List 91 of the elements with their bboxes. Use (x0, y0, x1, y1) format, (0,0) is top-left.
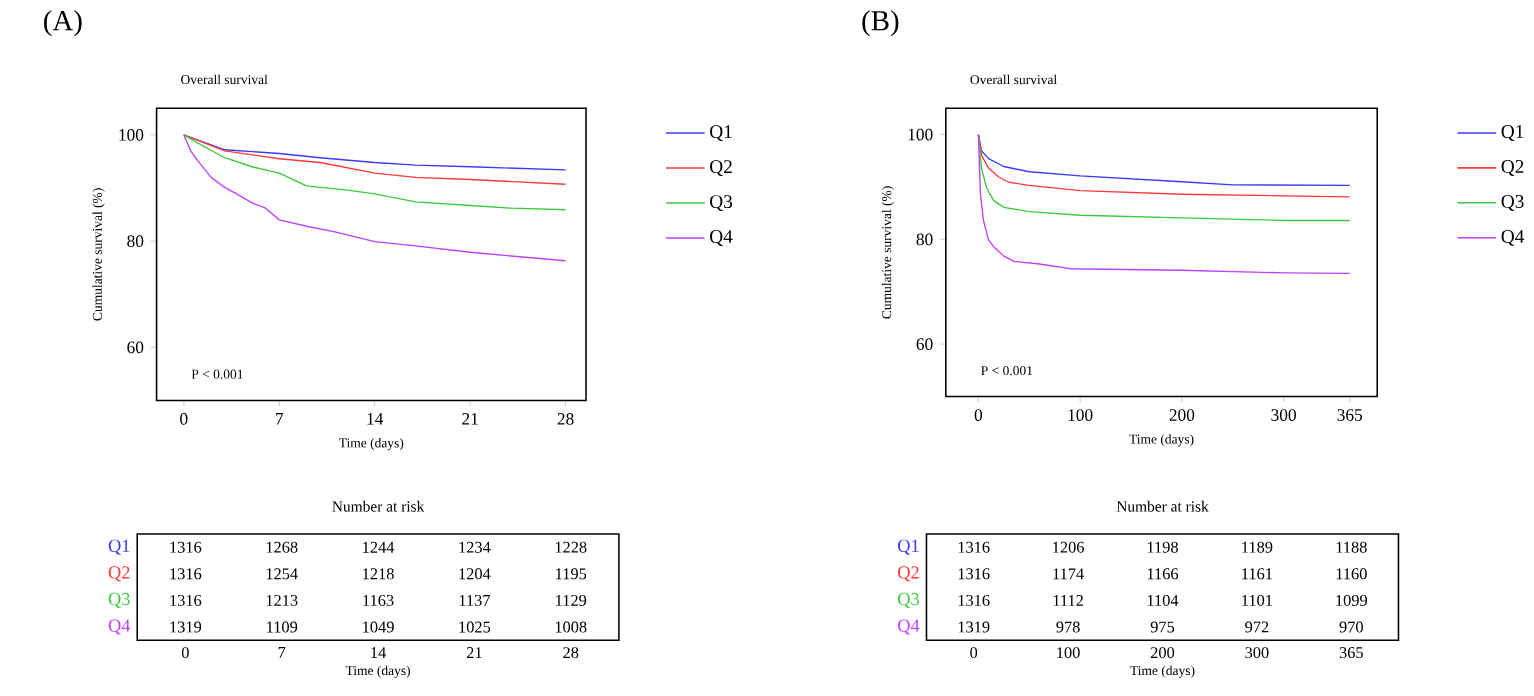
x-tick-label: 200 (1169, 408, 1195, 421)
line-series (977, 133, 1351, 186)
y-tick-label: 60 (127, 341, 144, 354)
x-tick-label: 0 (180, 412, 188, 425)
line-series (183, 134, 567, 211)
x-tick-label: 0 (974, 408, 983, 421)
data-label: 1049 (363, 621, 394, 633)
line-series (183, 134, 567, 185)
y-tick-label: Q2 (108, 566, 130, 582)
x-tick-label: 14 (367, 412, 384, 425)
legend-label: Q1 (1501, 124, 1524, 141)
text: (B) (862, 9, 899, 37)
line-series (183, 134, 567, 262)
legend-label: Q3 (1501, 194, 1524, 211)
y-tick-label: Q1 (108, 539, 130, 555)
data-label: 1112 (1053, 594, 1083, 606)
data-label: 1316 (958, 594, 990, 606)
text: (A) (44, 9, 82, 37)
data-label: 1234 (459, 541, 491, 553)
x-tick-label: 7 (278, 646, 286, 658)
data-label: 1025 (459, 621, 491, 633)
data-label: 1316 (958, 541, 990, 553)
data-label: 1008 (555, 621, 587, 633)
data-label: 1244 (363, 541, 395, 553)
x-tick-label: 365 (1339, 646, 1363, 658)
x-tick-label: 365 (1337, 408, 1363, 421)
y-tick-label: Q2 (898, 566, 919, 582)
legend-label: Q4 (710, 229, 733, 246)
y-tick-label: Q4 (108, 619, 131, 635)
line-series (977, 133, 1351, 198)
data-label: 972 (1245, 621, 1269, 633)
data-label: 1319 (958, 621, 990, 633)
data-label: 1129 (556, 594, 587, 606)
legend-label: Q2 (1501, 159, 1524, 176)
data-label: 1163 (363, 594, 394, 606)
data-label: 1316 (170, 594, 202, 606)
x-tick-label: 28 (563, 646, 579, 658)
data-label: 1319 (170, 621, 202, 633)
data-label: 1195 (556, 568, 587, 580)
legend-label: Q2 (710, 159, 732, 176)
data-label: 1316 (170, 568, 202, 580)
data-label: 1160 (1336, 568, 1367, 580)
x-tick-label: 21 (462, 412, 478, 425)
data-label: 1228 (555, 541, 587, 553)
data-label: 1189 (1242, 541, 1273, 553)
y-tick-label: 80 (127, 235, 144, 247)
y-tick-label: Q4 (898, 619, 920, 635)
x-tick-label: 7 (276, 412, 284, 425)
data-label: 975 (1150, 621, 1175, 633)
y-tick-label: 100 (908, 128, 933, 141)
x-tick-label: 0 (970, 646, 978, 658)
data-label: 978 (1056, 621, 1080, 633)
legend-label: Q4 (1501, 229, 1525, 246)
data-label: 1101 (1242, 594, 1272, 606)
y-tick-label: 60 (916, 338, 933, 350)
data-label: 1204 (459, 568, 491, 580)
data-label: 1316 (170, 541, 202, 553)
y-tick-label: 100 (119, 128, 144, 141)
y-tick-label: 80 (916, 233, 933, 246)
x-tick-label: 28 (557, 412, 574, 425)
data-label: 1174 (1053, 568, 1084, 580)
line-series (977, 133, 1351, 221)
data-label: 1188 (1336, 541, 1367, 553)
data-label: 1316 (958, 568, 990, 580)
data-label: 1099 (1336, 594, 1368, 606)
data-label: 1218 (363, 568, 394, 580)
data-label: 1137 (459, 594, 490, 606)
data-label: 1161 (1242, 568, 1272, 580)
x-tick-label: 300 (1245, 646, 1269, 658)
line-series (977, 133, 1351, 274)
data-label: 1254 (266, 568, 298, 580)
data-label: 1198 (1147, 541, 1178, 553)
data-label: 1206 (1053, 541, 1084, 553)
x-tick-label: 14 (371, 646, 387, 658)
legend-label: Q3 (710, 194, 733, 211)
y-tick-label: Q3 (108, 592, 130, 608)
x-tick-label: 0 (181, 646, 189, 658)
x-tick-label: 100 (1057, 646, 1080, 658)
x-tick-label: 200 (1150, 646, 1175, 658)
data-label: 1104 (1147, 594, 1179, 606)
data-label: 970 (1339, 621, 1363, 633)
y-tick-label: Q1 (898, 539, 919, 555)
x-tick-label: 100 (1068, 408, 1093, 421)
x-tick-label: 21 (466, 646, 482, 658)
y-tick-label: Q3 (898, 592, 919, 608)
data-label: 1109 (267, 621, 298, 633)
legend-label: Q1 (710, 125, 732, 141)
data-label: 1166 (1147, 568, 1179, 580)
x-tick-label: 300 (1271, 408, 1296, 421)
data-label: 1268 (266, 541, 298, 553)
data-label: 1213 (266, 594, 298, 606)
